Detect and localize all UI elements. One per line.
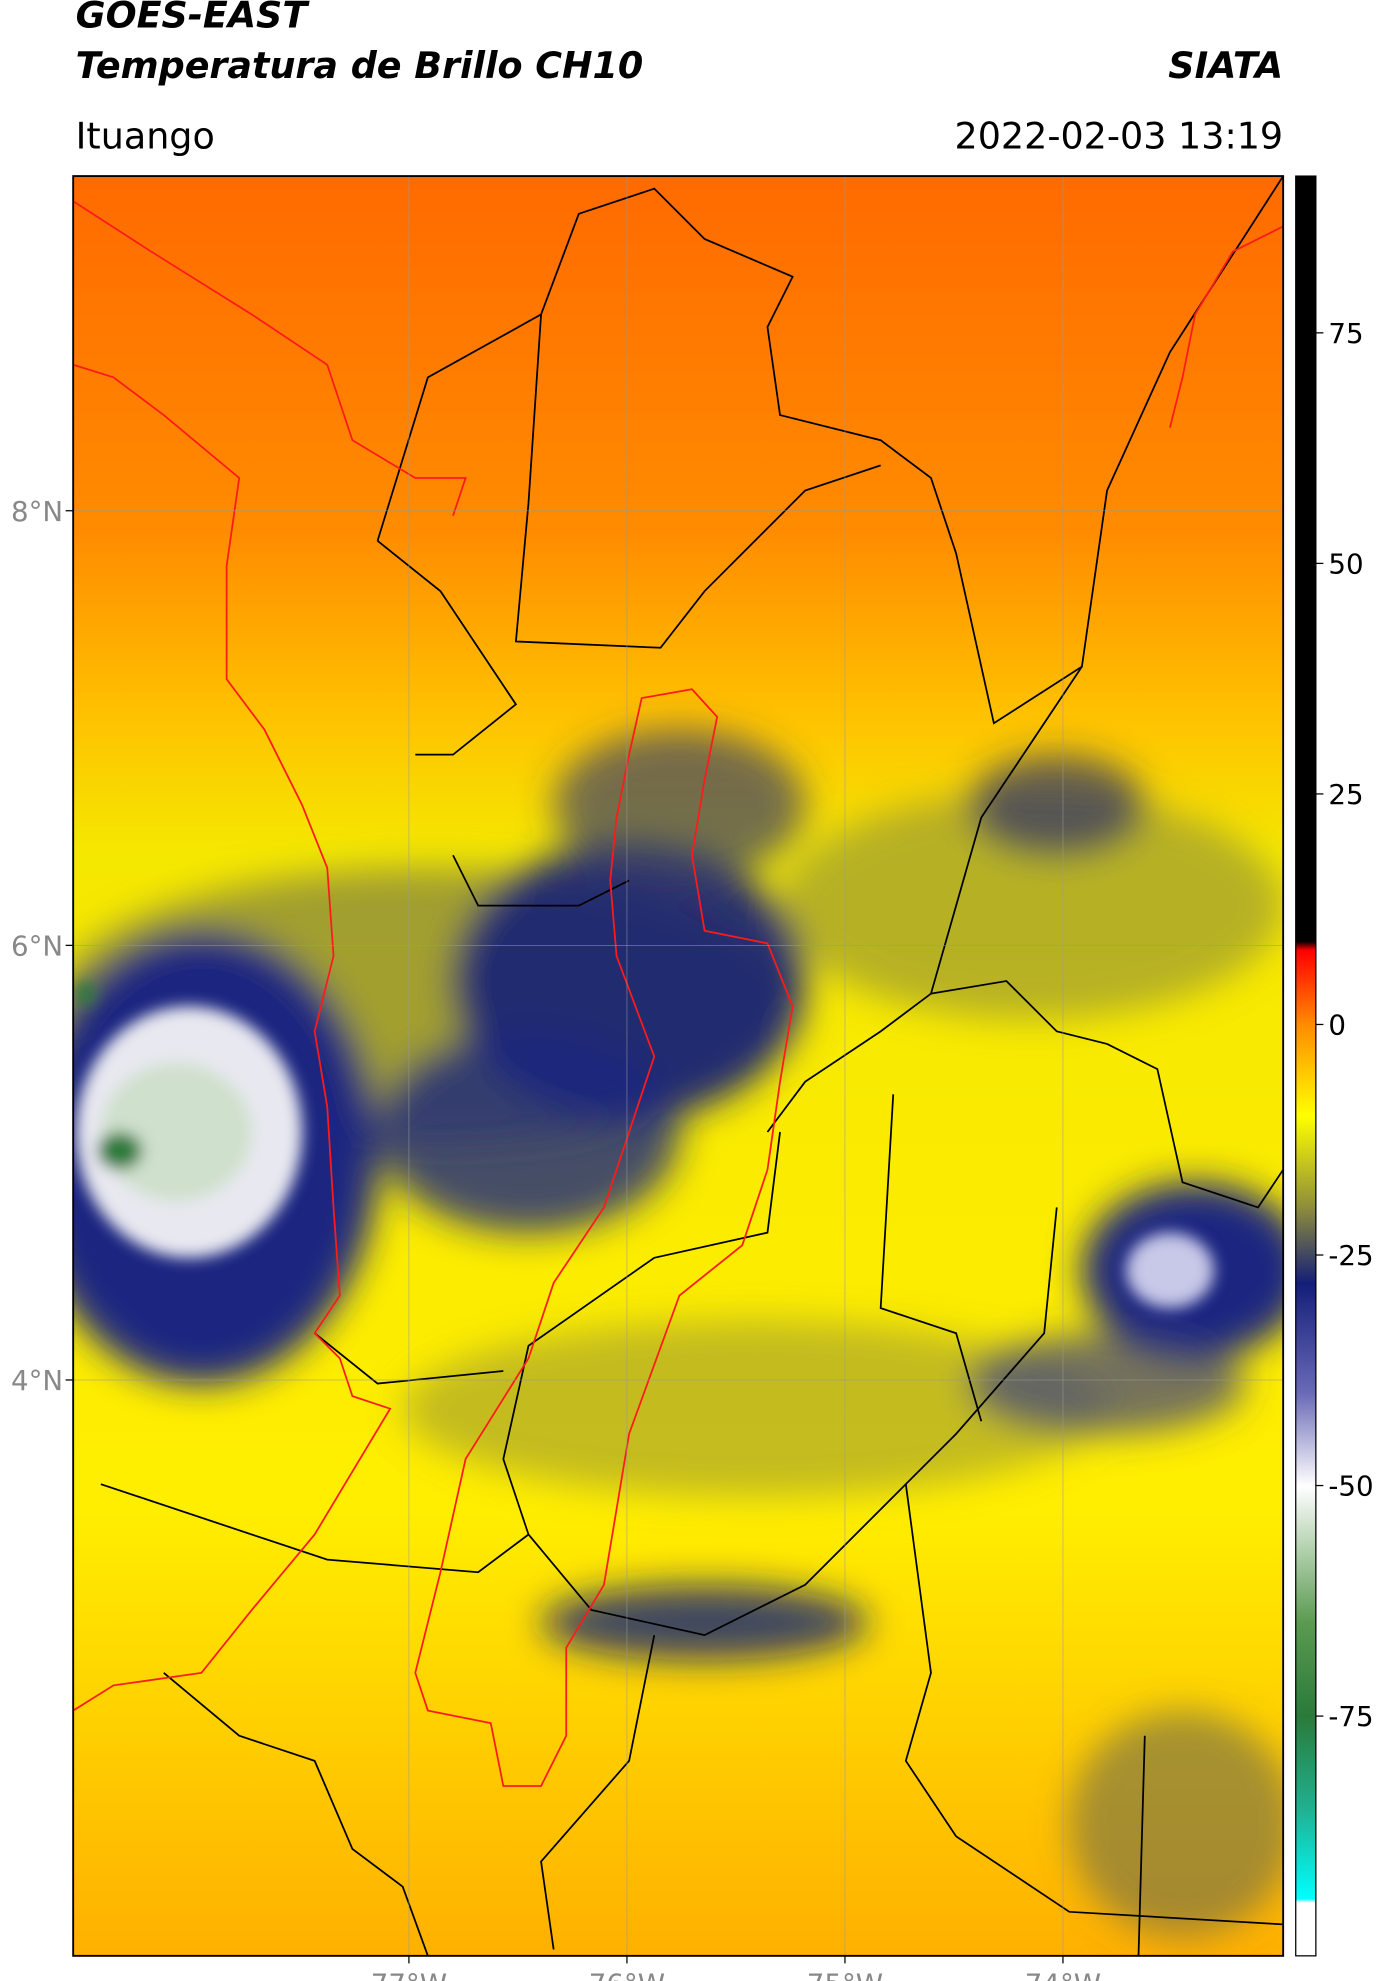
source: SIATA [1168, 44, 1283, 87]
x-tick-label: 75°W [807, 1968, 883, 1981]
title: GOES-EAST [76, 0, 311, 37]
x-tick-label: 74°W [1025, 1968, 1101, 1981]
colorbar-tick-label: 25 [1328, 778, 1363, 811]
colorbar-tick-label: 75 [1328, 317, 1363, 350]
colorbar [1295, 175, 1317, 1957]
x-tick-label: 76°W [589, 1968, 665, 1981]
map-frame [72, 175, 1285, 1957]
y-tick-label: 4°N [11, 1364, 63, 1397]
colorbar-tick-label: -25 [1328, 1239, 1373, 1272]
y-tick-label: 6°N [11, 929, 63, 962]
location: Ituango [76, 114, 215, 157]
colorbar-tick-label: -75 [1328, 1700, 1373, 1733]
y-tick-label: 8°N [11, 495, 63, 528]
colorbar-tick-label: 50 [1328, 547, 1363, 580]
map-image [73, 176, 1284, 1956]
subtitle: Temperatura de Brillo CH10 [76, 44, 644, 87]
colorbar-tick-label: -50 [1328, 1470, 1373, 1503]
grid [73, 176, 1284, 1956]
datetime: 2022-02-03 13:19 [955, 114, 1284, 157]
x-tick-label: 77°W [371, 1968, 447, 1981]
colorbar-tick-label: 0 [1328, 1009, 1346, 1042]
